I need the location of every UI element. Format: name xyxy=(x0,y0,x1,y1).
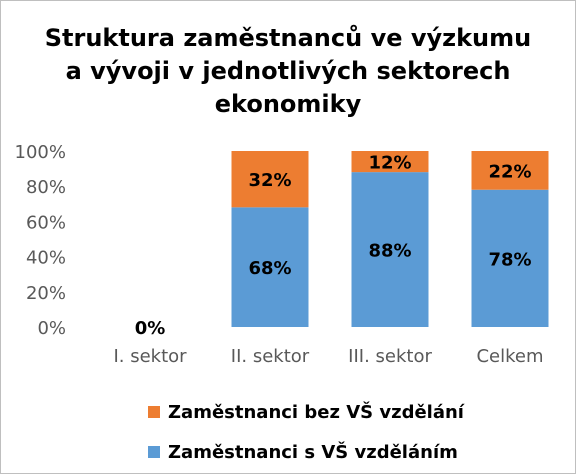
y-tick-label: 80% xyxy=(26,177,66,198)
data-label-iii-sektor-series-1: 12% xyxy=(368,153,411,174)
bar-iii-sektor-series-0 xyxy=(351,172,429,327)
legend-swatch-bez-vs xyxy=(148,406,160,418)
legend-label-s-vs: Zaměstnanci s VŠ vzděláním xyxy=(168,441,458,463)
data-label-ii-sektor-series-1: 32% xyxy=(248,170,291,191)
x-tick-label-ii-sektor: II. sektor xyxy=(231,346,310,367)
legend-item-s-vs: Zaměstnanci s VŠ vzděláním xyxy=(148,432,464,472)
bar-ii-sektor-series-1 xyxy=(231,151,309,208)
data-label-i-sektor-series-0: 0% xyxy=(135,318,166,339)
data-label-celkem-series-0: 78% xyxy=(488,249,531,270)
chart-title: Struktura zaměstnanců ve výzkumu a vývoj… xyxy=(0,22,576,121)
x-tick-label-iii-sektor: III. sektor xyxy=(348,346,432,367)
bar-iii-sektor-series-1 xyxy=(351,151,429,173)
chart-legend: Zaměstnanci bez VŠ vzdělání Zaměstnanci … xyxy=(148,392,464,472)
x-tick-label-celkem: Celkem xyxy=(476,346,543,367)
bar-celkem-series-1 xyxy=(471,151,549,190)
y-tick-label: 20% xyxy=(26,283,66,304)
bar-ii-sektor-series-0 xyxy=(231,207,309,327)
legend-item-bez-vs: Zaměstnanci bez VŠ vzdělání xyxy=(148,392,464,432)
y-tick-label: 0% xyxy=(37,318,66,339)
legend-swatch-s-vs xyxy=(148,446,160,458)
legend-label-bez-vs: Zaměstnanci bez VŠ vzdělání xyxy=(168,401,464,423)
data-label-celkem-series-1: 22% xyxy=(488,161,531,182)
chart-title-line-2: a vývoji v jednotlivých sektorech xyxy=(65,57,511,85)
chart-title-line-1: Struktura zaměstnanců ve výzkumu xyxy=(44,24,532,52)
chart-title-line-3: ekonomiky xyxy=(214,90,362,118)
bar-celkem-series-0 xyxy=(471,189,549,327)
y-tick-label: 60% xyxy=(26,212,66,233)
data-label-ii-sektor-series-0: 68% xyxy=(248,258,291,279)
y-tick-label: 40% xyxy=(26,248,66,269)
data-label-iii-sektor-series-0: 88% xyxy=(368,241,411,262)
x-tick-label-i-sektor: I. sektor xyxy=(113,346,187,367)
y-tick-label: 100% xyxy=(15,142,66,163)
